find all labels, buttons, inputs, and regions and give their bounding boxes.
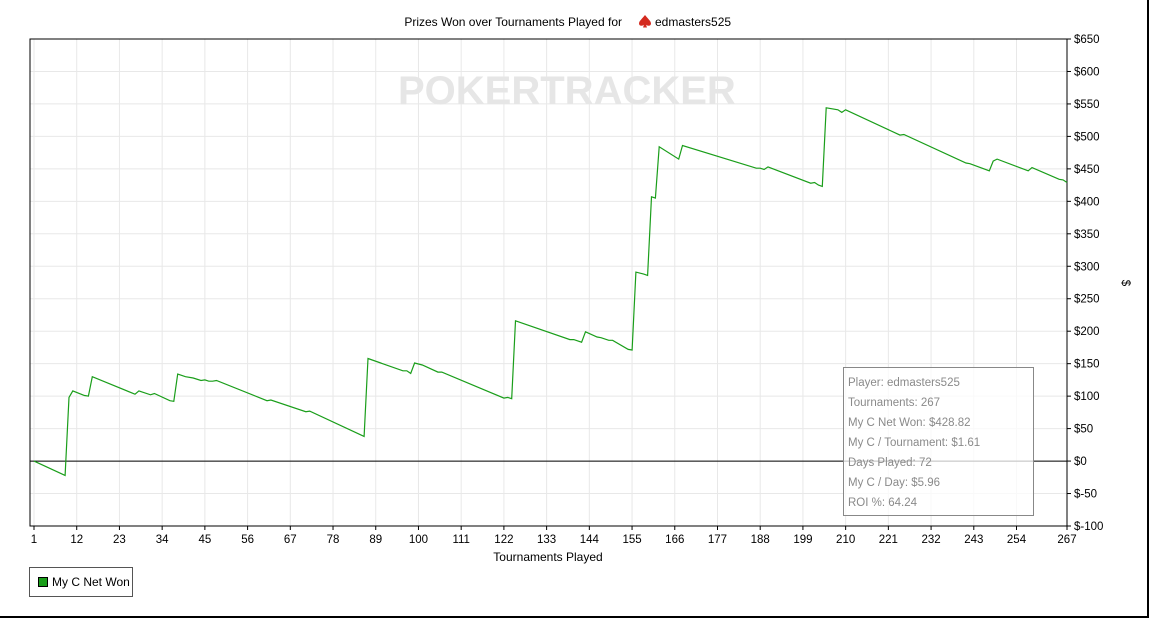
y-tick-label: $500 <box>1074 131 1100 143</box>
watermark: POKERTRACKER <box>398 69 736 113</box>
chart-title-player: edmasters525 <box>655 15 731 29</box>
x-tick-label: 155 <box>622 534 641 546</box>
x-tick-label: 254 <box>1007 534 1027 546</box>
y-tick-label: $600 <box>1074 66 1100 78</box>
y-axis-label: $ <box>1119 280 1131 287</box>
y-tick-label: $300 <box>1074 261 1100 273</box>
series-layer <box>33 107 1068 477</box>
y-tick-label: $100 <box>1074 391 1100 403</box>
x-tick-label: 45 <box>198 534 211 546</box>
spade-icon <box>639 15 651 28</box>
y-tick-label: $450 <box>1074 164 1100 176</box>
stat-roi: ROI %: 64.24 <box>848 497 918 509</box>
y-tick-label: $-50 <box>1074 489 1097 501</box>
x-tick-label: 133 <box>537 534 556 546</box>
x-tick-label: 188 <box>751 534 770 546</box>
stat-net-won: My C Net Won: $428.82 <box>848 417 971 429</box>
stats-panel: Player: edmasters525 Tournaments: 267 My… <box>843 367 1034 516</box>
x-tick-label: 210 <box>836 534 855 546</box>
y-tick-label: $650 <box>1074 34 1100 46</box>
y-tick-label: $50 <box>1074 424 1093 436</box>
x-tick-label: 23 <box>113 534 126 546</box>
y-tick-label: $150 <box>1074 359 1100 371</box>
plot-area <box>29 38 1068 527</box>
x-tick-label: 267 <box>1057 534 1076 546</box>
x-tick-label: 232 <box>921 534 940 546</box>
x-tick-label: 56 <box>241 534 254 546</box>
x-tick-label: 122 <box>494 534 513 546</box>
legend-label: My C Net Won <box>52 575 130 589</box>
x-tick-label: 111 <box>452 534 469 546</box>
stat-per-tournament: My C / Tournament: $1.61 <box>848 437 981 449</box>
legend: My C Net Won <box>29 567 133 597</box>
x-tick-label: 1 <box>31 534 37 546</box>
x-axis-label: Tournaments Played <box>493 550 602 564</box>
stat-tournaments: Tournaments: 267 <box>848 397 941 409</box>
y-tick-label: $-100 <box>1074 521 1103 533</box>
y-tick-label: $0 <box>1074 456 1087 468</box>
x-axis: 1 12 23 34 45 56 67 78 89 100 111 122 133 144 155 166 17… <box>31 526 1077 546</box>
x-tick-label: 199 <box>793 534 812 546</box>
y-tick-label: $400 <box>1074 196 1100 208</box>
x-tick-label: 177 <box>708 534 727 546</box>
x-tick-label: 221 <box>879 534 898 546</box>
x-tick-label: 78 <box>327 534 340 546</box>
x-tick-label: 12 <box>70 534 83 546</box>
y-tick-label: $200 <box>1074 326 1100 338</box>
chart-title-text: Prizes Won over Tournaments Played for <box>404 15 622 29</box>
chart-title: Prizes Won over Tournaments Played for e… <box>404 15 731 29</box>
y-tick-label: $350 <box>1074 229 1100 241</box>
x-tick-label: 243 <box>964 534 983 546</box>
series-line-my-c-net-won <box>33 107 1068 477</box>
y-tick-label: $250 <box>1074 294 1100 306</box>
x-tick-label: 144 <box>580 534 600 546</box>
x-tick-label: 89 <box>369 534 382 546</box>
y-axis: $650 $600 $550 $500 $450 $400 $350 $300 $250 $200… <box>1067 34 1103 533</box>
x-tick-label: 166 <box>665 534 684 546</box>
legend-swatch <box>38 577 48 587</box>
x-tick-label: 100 <box>409 534 428 546</box>
stat-player: Player: edmasters525 <box>848 377 960 389</box>
stat-per-day: My C / Day: $5.96 <box>848 477 941 489</box>
y-tick-label: $550 <box>1074 99 1100 111</box>
x-tick-label: 67 <box>284 534 297 546</box>
stat-days-played: Days Played: 72 <box>848 457 932 469</box>
x-tick-label: 34 <box>156 534 169 546</box>
